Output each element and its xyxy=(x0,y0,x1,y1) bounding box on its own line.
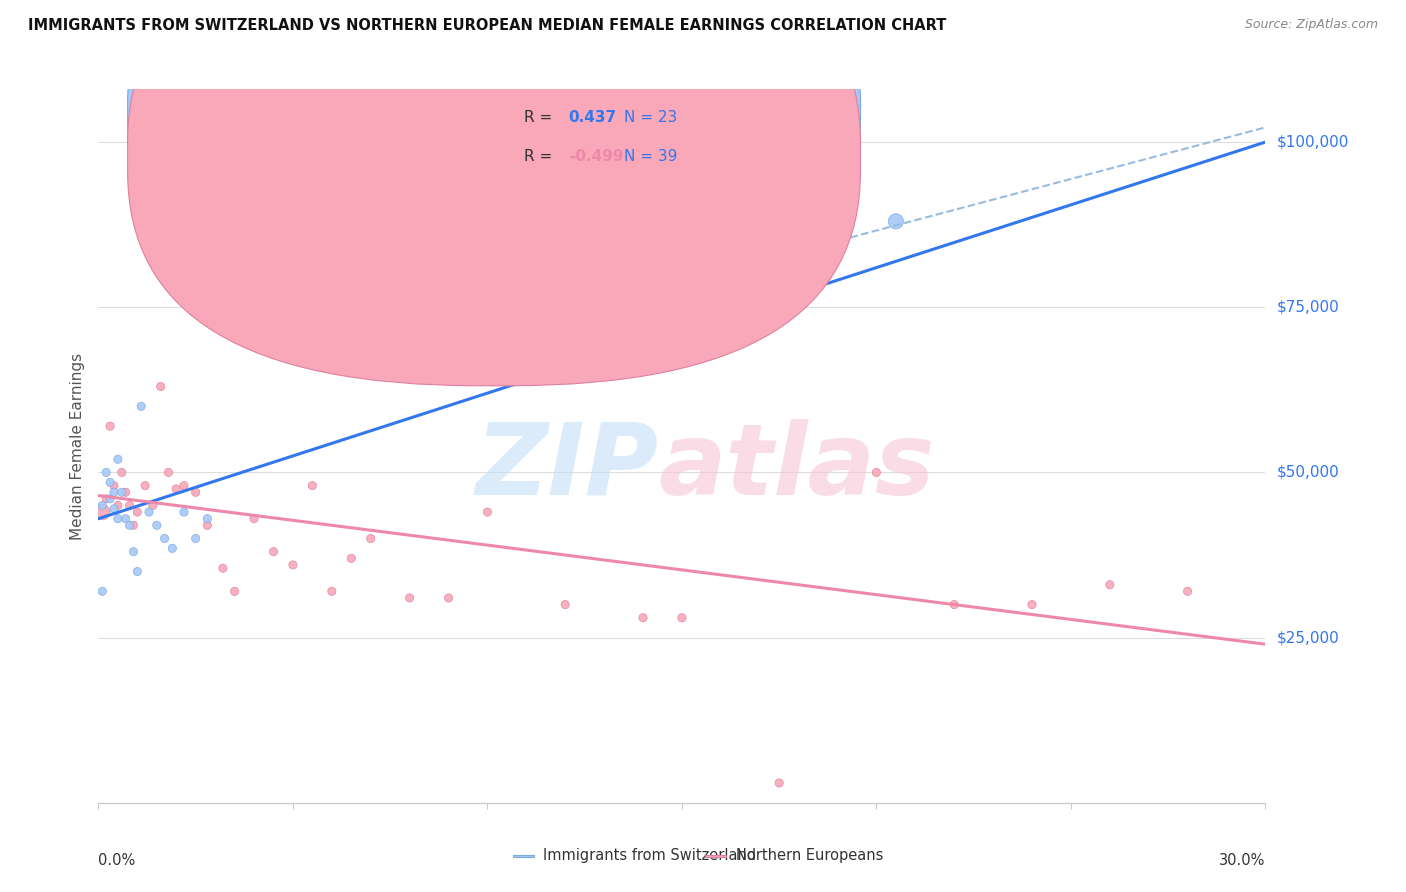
Point xyxy=(114,511,136,525)
Point xyxy=(91,499,114,513)
Y-axis label: Median Female Earnings: Median Female Earnings xyxy=(69,352,84,540)
Text: $100,000: $100,000 xyxy=(1277,135,1348,150)
Point xyxy=(671,611,693,625)
Text: $25,000: $25,000 xyxy=(1277,630,1340,645)
Point xyxy=(103,501,125,516)
Point xyxy=(173,478,195,492)
FancyBboxPatch shape xyxy=(449,89,823,189)
Point xyxy=(122,518,145,533)
Point xyxy=(360,532,382,546)
Point xyxy=(98,419,121,434)
Point xyxy=(281,558,304,572)
Point xyxy=(157,466,180,480)
Text: R =: R = xyxy=(524,149,558,164)
Point xyxy=(340,551,363,566)
Point xyxy=(554,598,576,612)
FancyBboxPatch shape xyxy=(128,0,860,346)
Text: N = 39: N = 39 xyxy=(623,149,676,164)
Text: Source: ZipAtlas.com: Source: ZipAtlas.com xyxy=(1244,18,1378,31)
Point xyxy=(437,591,460,605)
Point xyxy=(165,482,187,496)
Point xyxy=(884,214,907,228)
Point xyxy=(96,466,118,480)
Point xyxy=(96,491,118,506)
Point xyxy=(865,466,887,480)
Point xyxy=(224,584,246,599)
Point xyxy=(114,485,136,500)
Point xyxy=(262,545,284,559)
Text: R =: R = xyxy=(524,110,558,125)
Point xyxy=(122,545,145,559)
Point xyxy=(91,584,114,599)
Text: 0.437: 0.437 xyxy=(568,110,617,125)
Point xyxy=(768,776,790,790)
Point xyxy=(301,478,323,492)
Point xyxy=(111,485,134,500)
Point xyxy=(321,584,343,599)
Text: IMMIGRANTS FROM SWITZERLAND VS NORTHERN EUROPEAN MEDIAN FEMALE EARNINGS CORRELAT: IMMIGRANTS FROM SWITZERLAND VS NORTHERN … xyxy=(28,18,946,33)
Text: N = 23: N = 23 xyxy=(623,110,676,125)
Point xyxy=(153,532,176,546)
Text: Immigrants from Switzerland: Immigrants from Switzerland xyxy=(543,848,756,863)
Point xyxy=(631,611,654,625)
Point xyxy=(1177,584,1199,599)
Point xyxy=(162,541,184,556)
Point xyxy=(943,598,966,612)
FancyBboxPatch shape xyxy=(128,0,860,385)
Point xyxy=(149,379,172,393)
Point xyxy=(142,499,165,513)
Point xyxy=(173,505,195,519)
Point xyxy=(212,561,235,575)
Text: ZIP: ZIP xyxy=(475,419,658,516)
Point xyxy=(1098,578,1121,592)
Point xyxy=(127,565,149,579)
Text: $75,000: $75,000 xyxy=(1277,300,1340,315)
Point xyxy=(118,518,141,533)
Point xyxy=(138,505,160,519)
Point xyxy=(107,452,129,467)
Text: 30.0%: 30.0% xyxy=(1219,853,1265,868)
Point xyxy=(243,511,266,525)
Point xyxy=(98,491,121,506)
Point xyxy=(129,400,152,414)
Text: Northern Europeans: Northern Europeans xyxy=(735,848,883,863)
Point xyxy=(107,511,129,525)
Bar xyxy=(513,855,534,857)
Point xyxy=(195,511,218,525)
Point xyxy=(184,532,207,546)
Text: atlas: atlas xyxy=(658,419,935,516)
Text: $50,000: $50,000 xyxy=(1277,465,1340,480)
Point xyxy=(111,466,134,480)
Text: -0.499: -0.499 xyxy=(568,149,623,164)
Point xyxy=(134,478,156,492)
Point xyxy=(146,518,169,533)
Point xyxy=(98,475,121,490)
Point xyxy=(195,518,218,533)
Point xyxy=(398,591,420,605)
Text: 0.0%: 0.0% xyxy=(98,853,135,868)
Point xyxy=(103,478,125,492)
Point xyxy=(477,505,499,519)
Point xyxy=(107,499,129,513)
Point xyxy=(1021,598,1043,612)
Point xyxy=(127,505,149,519)
Point xyxy=(118,499,141,513)
Point xyxy=(91,505,114,519)
Point xyxy=(184,485,207,500)
Bar xyxy=(706,855,727,857)
Point xyxy=(103,485,125,500)
